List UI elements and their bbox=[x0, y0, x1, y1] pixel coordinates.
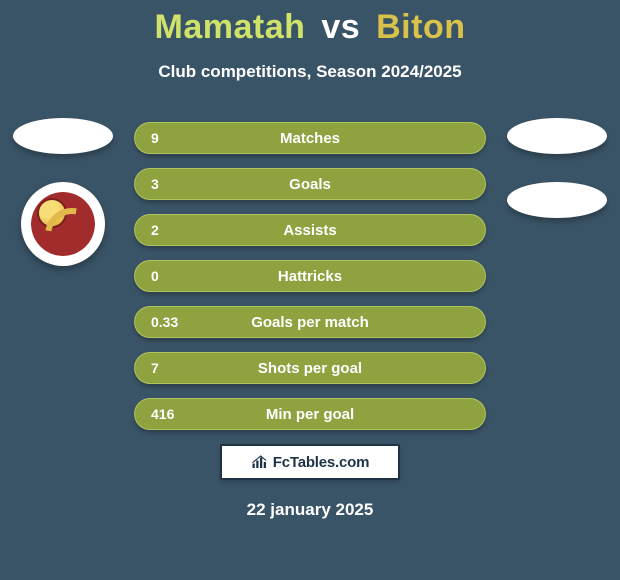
stat-row-goals-per-match: 0.33 Goals per match bbox=[134, 306, 486, 338]
stat-row-hattricks: 0 Hattricks bbox=[134, 260, 486, 292]
player1-ellipse-logo bbox=[13, 118, 113, 154]
page-title: Mamatah vs Biton bbox=[0, 8, 620, 47]
comparison-card: Mamatah vs Biton Club competitions, Seas… bbox=[0, 0, 620, 580]
brand-text: FcTables.com bbox=[273, 454, 370, 471]
player2-ellipse-logo-2 bbox=[507, 182, 607, 218]
stat-label: Goals per match bbox=[135, 314, 485, 331]
chart-bars-icon bbox=[251, 453, 269, 471]
stat-row-assists: 2 Assists bbox=[134, 214, 486, 246]
stat-value: 7 bbox=[151, 360, 159, 376]
player1-name: Mamatah bbox=[155, 8, 306, 46]
date-line: 22 january 2025 bbox=[0, 500, 620, 520]
brand-box[interactable]: FcTables.com bbox=[220, 444, 400, 480]
stat-value: 2 bbox=[151, 222, 159, 238]
subtitle: Club competitions, Season 2024/2025 bbox=[0, 62, 620, 82]
title-vs: vs bbox=[321, 8, 360, 46]
stat-row-goals: 3 Goals bbox=[134, 168, 486, 200]
player1-club-logo bbox=[21, 182, 105, 266]
stat-row-shots-per-goal: 7 Shots per goal bbox=[134, 352, 486, 384]
stat-value: 416 bbox=[151, 406, 174, 422]
stat-row-min-per-goal: 416 Min per goal bbox=[134, 398, 486, 430]
stat-value: 9 bbox=[151, 130, 159, 146]
player2-ellipse-logo-1 bbox=[507, 118, 607, 154]
player2-logos bbox=[502, 118, 612, 218]
stat-label: Shots per goal bbox=[135, 360, 485, 377]
player1-logos bbox=[8, 118, 118, 266]
player2-name: Biton bbox=[376, 8, 465, 46]
stat-label: Hattricks bbox=[135, 268, 485, 285]
stat-value: 0 bbox=[151, 268, 159, 284]
stat-row-matches: 9 Matches bbox=[134, 122, 486, 154]
club-crest bbox=[31, 192, 95, 256]
stats-list: 9 Matches 3 Goals 2 Assists 0 Hattricks … bbox=[134, 122, 486, 430]
stat-value: 3 bbox=[151, 176, 159, 192]
stat-label: Goals bbox=[135, 176, 485, 193]
stat-value: 0.33 bbox=[151, 314, 178, 330]
stat-label: Min per goal bbox=[135, 406, 485, 423]
stat-label: Matches bbox=[135, 130, 485, 147]
stat-label: Assists bbox=[135, 222, 485, 239]
